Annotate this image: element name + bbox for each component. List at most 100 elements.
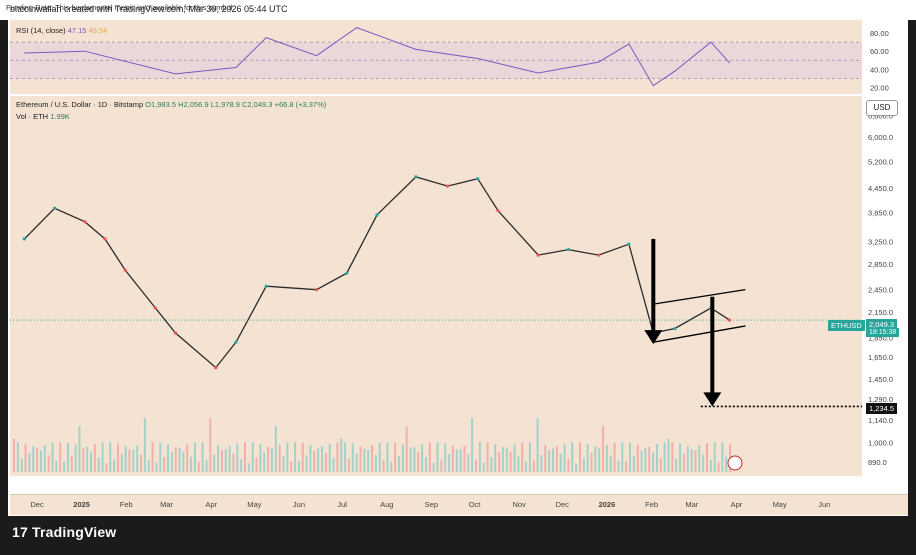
price-axis-tick: 1,000.0 — [868, 438, 893, 447]
volume-bar — [467, 454, 470, 472]
price-point — [22, 237, 26, 241]
volume-bar — [47, 455, 50, 472]
volume-bar — [332, 458, 335, 472]
time-axis[interactable] — [10, 494, 908, 515]
volume-bar — [244, 442, 246, 472]
price-axis-tick: 1,290.0 — [868, 395, 893, 404]
volume-bar — [93, 443, 96, 472]
volume-bar — [609, 455, 612, 472]
price-point — [597, 253, 601, 257]
volume-bar — [417, 452, 420, 472]
rsi-axis[interactable] — [862, 20, 908, 94]
volume-bar — [309, 444, 312, 472]
price-axis-tick: 2,450.0 — [868, 286, 893, 295]
price-point — [314, 288, 319, 292]
volume-bar — [459, 449, 462, 472]
volume-bar — [66, 442, 69, 472]
price-axis-tick: 5,200.0 — [868, 157, 893, 166]
volume-bar — [644, 448, 647, 472]
price-axis-tick: 1,450.0 — [868, 375, 893, 384]
time-axis-tick: Oct — [469, 500, 482, 509]
volume-bar — [675, 458, 678, 472]
volume-bar — [90, 452, 92, 472]
rsi-line — [24, 27, 730, 87]
price-axis[interactable] — [862, 96, 908, 492]
volume-bar — [409, 447, 412, 472]
volume-bar — [521, 442, 524, 472]
price-point — [53, 206, 57, 210]
volume-bar — [344, 442, 347, 472]
time-axis-tick: Apr — [731, 500, 743, 509]
volume-bar — [605, 444, 608, 472]
price-point — [234, 340, 238, 344]
volume-bar — [128, 449, 131, 472]
volume-bar — [13, 439, 15, 472]
volume-bar — [371, 445, 374, 472]
volume-bar — [498, 452, 501, 472]
volume-bar — [336, 442, 339, 472]
volume-bar — [278, 444, 281, 472]
currency-button[interactable]: USD — [866, 100, 898, 116]
price-point — [173, 331, 178, 335]
volume-bar — [532, 460, 535, 472]
volume-bar — [340, 438, 343, 472]
time-axis-tick: Feb — [120, 500, 133, 509]
price-panel[interactable] — [10, 96, 862, 476]
volume-bar — [709, 460, 712, 472]
channel-upper-line — [653, 289, 746, 305]
volume-bar — [147, 459, 150, 472]
volume-bar — [32, 446, 35, 472]
time-axis-tick: Feb — [645, 500, 658, 509]
volume-bar — [101, 442, 104, 472]
volume-bar — [455, 449, 458, 472]
price-point — [123, 268, 127, 272]
volume-bar — [663, 442, 666, 472]
rsi-legend: RSI (14, close) 47.15 49.54 — [16, 26, 107, 35]
volume-bar — [159, 442, 162, 472]
volume-bar — [702, 454, 705, 472]
volume-bar — [659, 457, 662, 472]
volume-bar — [70, 456, 73, 472]
volume-bar — [155, 462, 158, 472]
volume-bar — [671, 442, 674, 472]
volume-bar — [220, 449, 223, 472]
channel-lower-line — [653, 325, 746, 343]
volume-bar — [667, 438, 670, 472]
volume-bar — [209, 418, 212, 472]
funding-text: Funding Rate: This fundamental metric is… — [6, 3, 235, 12]
volume-bar — [555, 446, 558, 472]
volume-bar — [109, 442, 112, 472]
price-axis-tick: 1,650.0 — [868, 353, 893, 362]
volume-bar — [448, 454, 451, 472]
volume-bar — [625, 461, 628, 472]
volume-bar — [652, 452, 655, 472]
volume-bar — [548, 450, 551, 472]
volume-bar — [394, 442, 397, 472]
volume-bar — [163, 456, 166, 472]
volume-bar — [113, 459, 116, 472]
price-axis-tick: 4,450.0 — [868, 184, 893, 193]
volume-bar — [143, 418, 146, 472]
volume-bar — [132, 449, 135, 472]
volume-bar — [617, 461, 620, 472]
volume-bar — [717, 462, 720, 472]
volume-bar — [405, 426, 408, 472]
volume-bar — [190, 456, 193, 472]
volume-bar — [528, 442, 531, 472]
time-axis-tick: Mar — [685, 500, 698, 509]
volume-bar — [167, 444, 169, 472]
open-value: O1,983.5 — [145, 100, 177, 109]
time-axis-tick: Dec — [556, 500, 570, 509]
volume-bar — [201, 442, 204, 472]
volume-bar — [78, 426, 81, 472]
volume-bar — [398, 456, 400, 472]
volume-bar — [640, 450, 643, 472]
tradingview-logo-icon: 17 — [12, 524, 28, 540]
volume-bar — [55, 460, 58, 472]
volume-bar — [321, 446, 323, 472]
price-point — [627, 242, 631, 246]
current-price-tag: 2,049.3 — [866, 319, 898, 330]
time-axis-tick: Aug — [380, 500, 393, 509]
volume-bar — [374, 455, 377, 472]
volume-bar — [444, 443, 447, 472]
